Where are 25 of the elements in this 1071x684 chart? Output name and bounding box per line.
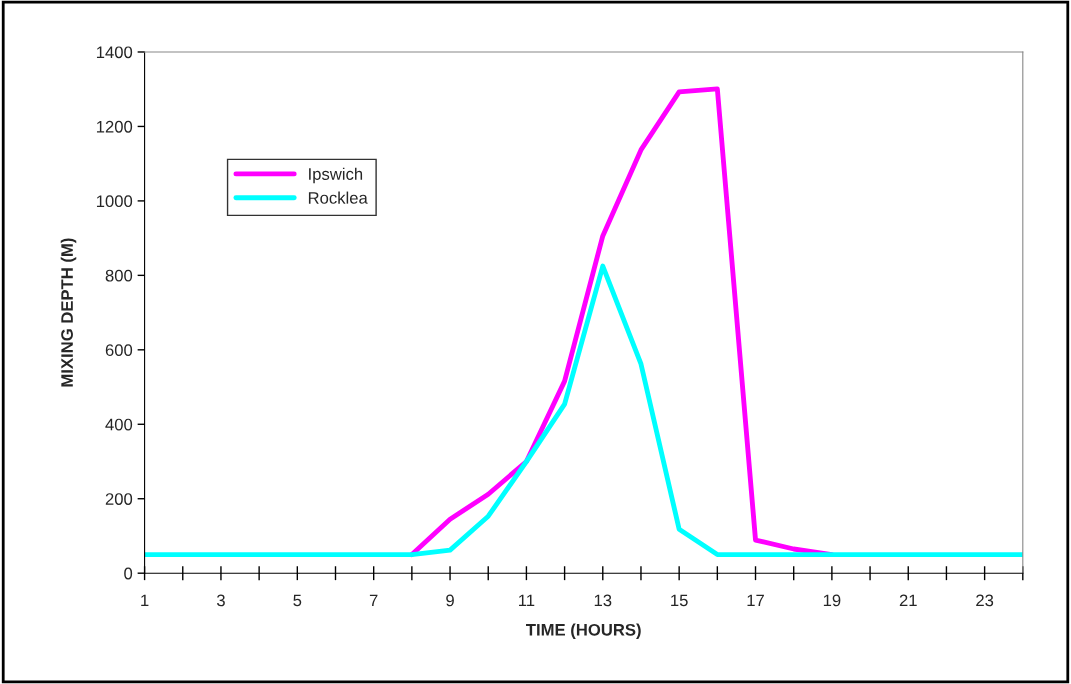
legend-label: Rocklea xyxy=(308,191,368,204)
y-tick-label: 0 xyxy=(124,567,133,580)
x-tick-label: 21 xyxy=(899,594,917,607)
x-tick-label: 19 xyxy=(823,594,841,607)
x-tick-label: 3 xyxy=(216,594,225,607)
x-tick-label: 1 xyxy=(141,594,149,607)
x-axis-title: TIME (HOURS) xyxy=(526,623,641,639)
y-tick-label: 1200 xyxy=(96,120,133,133)
y-tick-label: 200 xyxy=(105,493,133,505)
x-tick-label: 5 xyxy=(293,594,302,607)
y-tick-label: 1000 xyxy=(96,195,133,208)
y-axis-title: MIXING DEPTH (M) xyxy=(60,238,77,387)
x-tick-label: 23 xyxy=(976,594,994,607)
line-series xyxy=(144,263,1023,558)
x-tick-label: 9 xyxy=(446,594,454,607)
x-tick-label: 13 xyxy=(594,594,612,607)
y-tick-label: 800 xyxy=(105,269,133,282)
legend-label: Ipswich xyxy=(309,167,363,184)
y-tick-label: 1400 xyxy=(96,46,133,59)
y-tick-label: 400 xyxy=(105,418,133,431)
y-tick-label: 600 xyxy=(105,344,133,357)
x-tick-label: 15 xyxy=(671,594,688,607)
x-tick-label: 17 xyxy=(747,594,764,607)
x-tick-label: 11 xyxy=(519,594,535,607)
x-tick-label: 7 xyxy=(369,594,378,607)
